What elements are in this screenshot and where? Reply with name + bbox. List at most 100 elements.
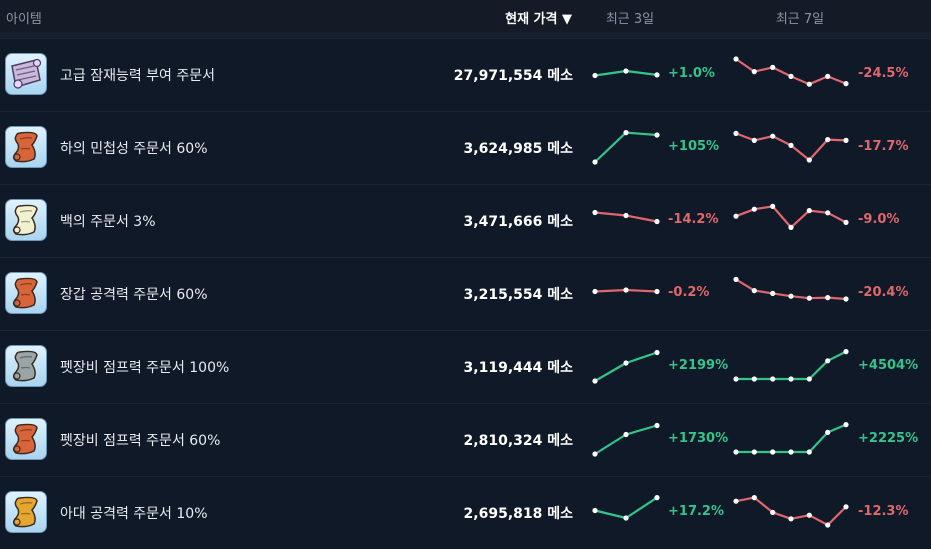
sparkline-path <box>593 351 659 383</box>
sparkline-point <box>623 515 629 521</box>
sparkline-point <box>788 516 794 522</box>
sparkline-7-days <box>733 276 849 302</box>
item-row[interactable]: 백의 주문서 3% 3,471,666 메소 -14.2% -9.0% <box>0 184 931 257</box>
item-name[interactable]: 장갑 공격력 주문서 60% <box>60 287 208 303</box>
sparkline-point <box>733 376 739 382</box>
sparkline-point <box>788 293 794 299</box>
sparkline-point <box>751 495 757 501</box>
sparkline-point <box>806 376 812 382</box>
sparkline-point <box>770 64 776 70</box>
sparkline-3-days <box>592 422 660 457</box>
sparkline-point <box>654 132 660 138</box>
sparkline-point <box>843 81 849 87</box>
sparkline-point <box>592 378 598 384</box>
sparkline-3-days <box>592 495 660 521</box>
sparkline-point <box>788 224 794 230</box>
sparkline-point <box>751 288 757 294</box>
sparkline-point <box>592 288 598 295</box>
item-price: 2,810,324 메소 <box>463 433 573 449</box>
item-price: 3,624,985 메소 <box>463 141 573 157</box>
change-7-days: -17.7% <box>858 139 909 154</box>
item-name[interactable]: 펫장비 점프력 주문서 60% <box>60 433 221 449</box>
sparkline-point <box>654 288 660 295</box>
column-header-item[interactable]: 아이템 <box>6 12 42 27</box>
sparkline-3-days <box>592 209 660 225</box>
table-header: 아이템 현재 가격 ▼ 최근 3일 최근 7일 <box>0 0 931 32</box>
change-3-days: +1730% <box>668 431 729 446</box>
sparkline-point <box>806 449 812 455</box>
sparkline-point <box>654 495 660 501</box>
item-price: 3,215,554 메소 <box>463 287 573 303</box>
sparkline-point <box>733 276 739 282</box>
yellow-scroll-icon <box>5 491 47 533</box>
sparkline-point <box>843 219 849 225</box>
sparkline-point <box>623 431 629 438</box>
item-row[interactable]: 고급 잠재능력 부여 주문서 27,971,554 메소 +1.0% -24.5% <box>0 38 931 111</box>
change-3-days: +2199% <box>668 358 729 373</box>
change-7-days: -24.5% <box>858 66 909 81</box>
sparkline-point <box>654 422 660 429</box>
column-header-recent-7-days[interactable]: 최근 7일 <box>775 12 825 27</box>
change-7-days: +4504% <box>858 358 919 373</box>
white-scroll-icon <box>5 199 47 241</box>
item-row[interactable]: 펫장비 점프력 주문서 60% 2,810,324 메소 +1730% +2225% <box>0 403 931 476</box>
sparkline-3-days <box>592 287 660 295</box>
sparkline-point <box>770 376 776 382</box>
mystic-scroll-icon <box>5 53 47 95</box>
sparkline-point <box>733 56 739 62</box>
sparkline-point <box>654 349 660 356</box>
item-name[interactable]: 고급 잠재능력 부여 주문서 <box>60 68 216 84</box>
sparkline-point <box>751 137 757 143</box>
sparkline-point <box>770 203 776 209</box>
sparkline-point <box>806 81 812 87</box>
change-7-days: -20.4% <box>858 285 909 300</box>
item-row[interactable]: 펫장비 점프력 주문서 100% 3,119,444 메소 +2199% +4504% <box>0 330 931 403</box>
sparkline-point <box>825 358 831 364</box>
sparkline-path <box>734 350 848 381</box>
sparkline-point <box>592 72 598 79</box>
sparkline-point <box>770 290 776 296</box>
sparkline-point <box>733 213 739 219</box>
column-header-recent-3-days[interactable]: 최근 3일 <box>605 12 655 27</box>
sparkline-path <box>593 496 659 520</box>
sparkline-point <box>592 451 598 457</box>
item-row[interactable]: 장갑 공격력 주문서 60% 3,215,554 메소 -0.2% -20.4% <box>0 257 931 330</box>
change-7-days: -9.0% <box>858 212 900 227</box>
sparkline-point <box>806 512 812 518</box>
item-name[interactable]: 펫장비 점프력 주문서 100% <box>60 360 230 376</box>
sparkline-point <box>733 130 739 136</box>
change-7-days: +2225% <box>858 431 919 446</box>
column-header-price-sort[interactable]: 현재 가격 ▼ <box>505 12 572 27</box>
sparkline-7-days <box>733 203 849 230</box>
item-name[interactable]: 백의 주문서 3% <box>60 214 156 230</box>
change-3-days: -14.2% <box>668 212 719 227</box>
sparkline-point <box>806 157 812 163</box>
sparkline-path <box>734 423 848 454</box>
item-name[interactable]: 아대 공격력 주문서 10% <box>60 506 208 522</box>
item-row[interactable]: 아대 공격력 주문서 10% 2,695,818 메소 +17.2% -12.3% <box>0 476 931 549</box>
sparkline-point <box>788 449 794 455</box>
sparkline-point <box>843 296 849 302</box>
item-price: 2,695,818 메소 <box>463 506 573 522</box>
item-price: 27,971,554 메소 <box>453 68 573 84</box>
sparkline-point <box>843 504 849 510</box>
sparkline-point <box>825 73 831 79</box>
sparkline-point <box>733 498 739 504</box>
orange-scroll-icon <box>5 418 47 460</box>
sparkline-point <box>825 429 831 435</box>
sparkline-7-days <box>733 130 849 163</box>
sparkline-point <box>770 449 776 455</box>
sparkline-point <box>788 142 794 148</box>
sparkline-path <box>593 131 659 164</box>
sparkline-point <box>825 210 831 216</box>
item-row[interactable]: 하의 민첩성 주문서 60% 3,624,985 메소 +105% -17.7% <box>0 111 931 184</box>
sparkline-7-days <box>733 495 849 528</box>
sparkline-point <box>654 72 660 78</box>
sparkline-path <box>593 424 659 456</box>
sparkline-point <box>843 422 849 428</box>
item-name[interactable]: 하의 민첩성 주문서 60% <box>60 141 208 157</box>
sparkline-point <box>592 159 598 165</box>
change-3-days: +105% <box>668 139 720 154</box>
item-price: 3,119,444 메소 <box>463 360 573 376</box>
sparkline-point <box>843 349 849 355</box>
